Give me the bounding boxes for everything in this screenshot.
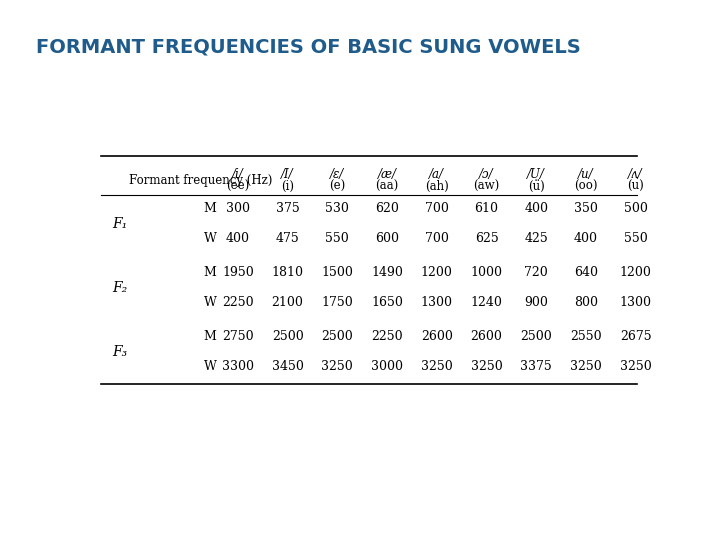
Text: 3450: 3450 <box>271 360 304 373</box>
Text: (ü): (ü) <box>528 180 544 193</box>
Text: M: M <box>204 330 217 343</box>
Text: /ʌ/: /ʌ/ <box>629 167 643 181</box>
Text: 2500: 2500 <box>271 330 303 343</box>
Text: 2250: 2250 <box>222 296 253 309</box>
Text: 400: 400 <box>524 202 548 215</box>
Text: 700: 700 <box>425 202 449 215</box>
Text: (i): (i) <box>281 180 294 193</box>
Text: 625: 625 <box>474 232 498 245</box>
Text: F₃: F₃ <box>112 345 127 359</box>
Text: 1500: 1500 <box>321 266 354 279</box>
Text: W: W <box>204 232 217 245</box>
Text: 1000: 1000 <box>471 266 503 279</box>
Text: /ɔ/: /ɔ/ <box>480 167 494 181</box>
Text: 720: 720 <box>524 266 548 279</box>
Text: (u): (u) <box>627 180 644 193</box>
Text: 400: 400 <box>574 232 598 245</box>
Text: 2550: 2550 <box>570 330 602 343</box>
Text: 2750: 2750 <box>222 330 253 343</box>
Text: (e): (e) <box>329 180 346 193</box>
Text: FORMANT FREQUENCIES OF BASIC SUNG VOWELS: FORMANT FREQUENCIES OF BASIC SUNG VOWELS <box>36 38 581 57</box>
Text: 700: 700 <box>425 232 449 245</box>
Text: (oo): (oo) <box>575 180 598 193</box>
Text: 300: 300 <box>226 202 250 215</box>
Text: 800: 800 <box>574 296 598 309</box>
Text: 2675: 2675 <box>620 330 652 343</box>
Text: F₁: F₁ <box>112 217 127 231</box>
Text: 3250: 3250 <box>421 360 453 373</box>
Text: 550: 550 <box>624 232 647 245</box>
Text: M: M <box>204 266 217 279</box>
Text: 530: 530 <box>325 202 349 215</box>
Text: F₂: F₂ <box>112 281 127 295</box>
Text: 2600: 2600 <box>471 330 503 343</box>
Text: 640: 640 <box>574 266 598 279</box>
Text: Formant frequency (Hz): Formant frequency (Hz) <box>129 174 272 187</box>
Text: 600: 600 <box>375 232 399 245</box>
Text: 3250: 3250 <box>620 360 652 373</box>
Text: /i/: /i/ <box>232 167 244 181</box>
Text: 1810: 1810 <box>271 266 304 279</box>
Text: 2500: 2500 <box>321 330 354 343</box>
Text: 2500: 2500 <box>521 330 552 343</box>
Text: (aa): (aa) <box>375 180 399 193</box>
Text: 1750: 1750 <box>321 296 354 309</box>
Text: /u/: /u/ <box>578 167 594 181</box>
Text: /æ/: /æ/ <box>377 167 397 181</box>
Text: 1300: 1300 <box>620 296 652 309</box>
Text: 500: 500 <box>624 202 648 215</box>
Text: 610: 610 <box>474 202 498 215</box>
Text: /a/: /a/ <box>429 167 444 181</box>
Text: 3250: 3250 <box>471 360 503 373</box>
Text: 1950: 1950 <box>222 266 253 279</box>
Text: 3250: 3250 <box>570 360 602 373</box>
Text: W: W <box>204 360 217 373</box>
Text: 3375: 3375 <box>521 360 552 373</box>
Text: 1490: 1490 <box>371 266 403 279</box>
Text: 1650: 1650 <box>371 296 403 309</box>
Text: 1200: 1200 <box>620 266 652 279</box>
Text: /I/: /I/ <box>282 167 294 181</box>
Text: (ee): (ee) <box>226 180 250 193</box>
Text: 2600: 2600 <box>421 330 453 343</box>
Text: 550: 550 <box>325 232 349 245</box>
Text: 900: 900 <box>524 296 548 309</box>
Text: /U/: /U/ <box>527 167 545 181</box>
Text: 1240: 1240 <box>471 296 503 309</box>
Text: 620: 620 <box>375 202 399 215</box>
Text: (ah): (ah) <box>425 180 449 193</box>
Text: 3250: 3250 <box>321 360 354 373</box>
Text: 2250: 2250 <box>372 330 403 343</box>
Text: 400: 400 <box>226 232 250 245</box>
Text: 350: 350 <box>574 202 598 215</box>
Text: 475: 475 <box>276 232 300 245</box>
Text: 1200: 1200 <box>421 266 453 279</box>
Text: 3000: 3000 <box>371 360 403 373</box>
Text: 2100: 2100 <box>271 296 304 309</box>
Text: /ε/: /ε/ <box>330 167 344 181</box>
Text: 1300: 1300 <box>420 296 453 309</box>
Text: 425: 425 <box>524 232 548 245</box>
Text: 3300: 3300 <box>222 360 254 373</box>
Text: M: M <box>204 202 217 215</box>
Text: W: W <box>204 296 217 309</box>
Text: 375: 375 <box>276 202 300 215</box>
Text: (aw): (aw) <box>474 180 500 193</box>
